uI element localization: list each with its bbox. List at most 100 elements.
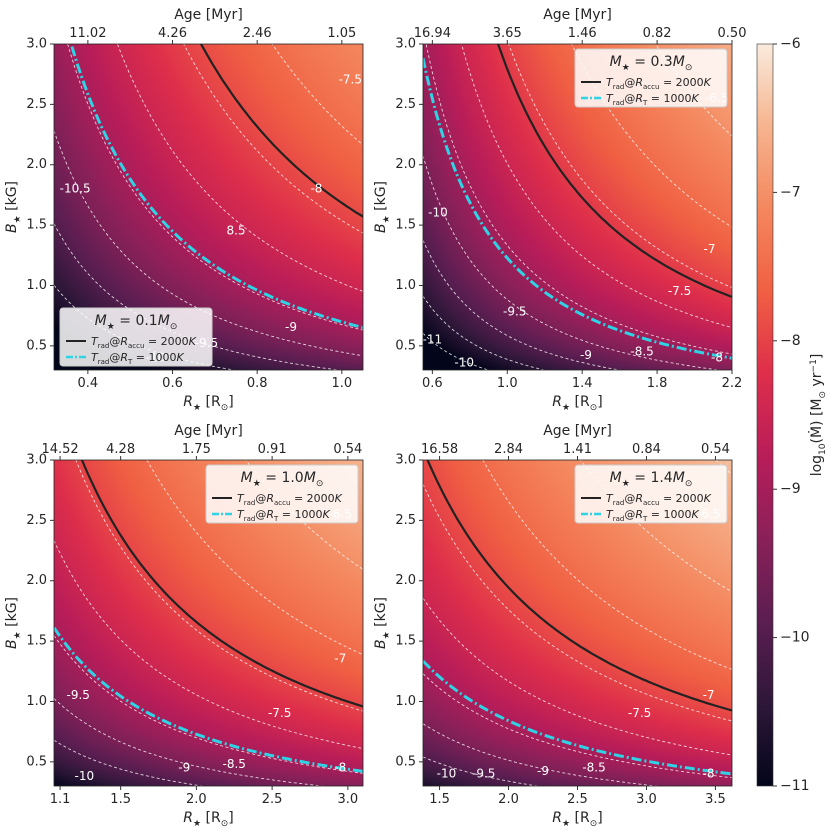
panel-4: -6.5-7-7.5-8-8.5-9-9.5-101.52.02.53.03.5… bbox=[373, 423, 733, 829]
x-axis-label: R★ [R⊙] bbox=[183, 810, 233, 829]
colorbar-tick-label: −8 bbox=[780, 333, 801, 349]
x-tick-label: 3.5 bbox=[705, 792, 726, 807]
plot-lines bbox=[423, 460, 732, 786]
age-tick-label: 16.94 bbox=[414, 26, 451, 41]
age-axis-label: Age [Myr] bbox=[543, 7, 612, 23]
colorbar-tick-label: −11 bbox=[780, 778, 810, 794]
contour-line bbox=[423, 240, 622, 370]
x-tick-label: 1.8 bbox=[647, 376, 668, 391]
contour-label: -10 bbox=[428, 206, 448, 220]
contour-label: -9 bbox=[580, 348, 592, 362]
legend-title: M★ = 1.0M⊙ bbox=[241, 470, 324, 489]
contour-label: -8 bbox=[703, 766, 715, 780]
legend-box bbox=[574, 48, 728, 108]
colorbar-gradient bbox=[756, 43, 774, 787]
contour-line bbox=[423, 723, 661, 786]
x-tick-label: 1.5 bbox=[429, 792, 450, 807]
legend-truncation-label: Trad@RT = 1000K bbox=[606, 508, 700, 523]
y-axis-label: B★ [kG] bbox=[373, 597, 392, 649]
legend-title: M★ = 0.3M⊙ bbox=[610, 54, 693, 73]
colorbar: −6 −7 −8 −9 −10 −11 log10(Ṁ) [M⊙ yr−1] bbox=[756, 36, 828, 794]
contour-label: -7.5 bbox=[668, 284, 691, 298]
contour-label: -9 bbox=[285, 320, 297, 334]
y-tick-label: 2.5 bbox=[26, 513, 47, 528]
accretion-line bbox=[426, 460, 732, 712]
x-tick-label: 3.0 bbox=[338, 792, 359, 807]
x-tick-label: 2.2 bbox=[722, 376, 743, 391]
age-tick-label: 0.54 bbox=[333, 442, 362, 457]
x-tick-label: 2.5 bbox=[262, 792, 283, 807]
colorbar-tick-label: −7 bbox=[780, 184, 801, 200]
contour-label: -7 bbox=[703, 688, 715, 702]
age-tick-label: 1.05 bbox=[327, 26, 356, 41]
y-tick-label: 2.0 bbox=[395, 157, 416, 172]
contour-line bbox=[508, 44, 732, 288]
contour-label: -7.5 bbox=[268, 706, 291, 720]
x-axis-label: R★ [R⊙] bbox=[552, 394, 602, 413]
contour-label: -10.5 bbox=[60, 181, 91, 195]
contour-line bbox=[146, 460, 363, 656]
age-tick-label: 1.46 bbox=[568, 26, 597, 41]
accretion-line bbox=[199, 44, 363, 218]
age-tick-label: 11.02 bbox=[69, 26, 106, 41]
accretion-line bbox=[496, 44, 732, 298]
age-tick-label: 2.84 bbox=[494, 442, 523, 457]
age-tick-label: 16.58 bbox=[421, 442, 458, 457]
contour-label: -8.5 bbox=[223, 757, 246, 771]
contour-label: -9.5 bbox=[472, 766, 495, 780]
contour-label: -11 bbox=[423, 332, 443, 346]
x-tick-label: 0.4 bbox=[78, 376, 99, 391]
contour-line bbox=[54, 698, 327, 786]
legend-box bbox=[205, 464, 359, 524]
x-axis-label: R★ [R⊙] bbox=[552, 810, 602, 829]
contour-line bbox=[54, 540, 363, 750]
contour-label: -8.5 bbox=[630, 344, 653, 358]
y-tick-label: 1.5 bbox=[395, 634, 416, 649]
contour-line bbox=[461, 44, 732, 328]
y-tick-label: 1.0 bbox=[26, 278, 47, 293]
contour-label: -9 bbox=[537, 764, 549, 778]
contour-label: 8.5 bbox=[226, 224, 245, 238]
y-tick-label: 0.5 bbox=[395, 338, 416, 353]
contour-line bbox=[75, 460, 363, 712]
contour-label: -10 bbox=[437, 766, 457, 780]
plot-frame bbox=[53, 43, 364, 371]
x-tick-label: 1.0 bbox=[497, 376, 518, 391]
colorbar-tick-label: −9 bbox=[780, 481, 801, 497]
contour-line bbox=[54, 223, 343, 370]
age-axis-label: Age [Myr] bbox=[174, 7, 243, 23]
contour-line bbox=[423, 332, 490, 370]
y-tick-label: 1.5 bbox=[26, 218, 47, 233]
x-tick-label: 1.0 bbox=[331, 376, 352, 391]
contour-line bbox=[482, 460, 732, 670]
contour-line bbox=[67, 44, 363, 331]
legend-truncation-label: Trad@RT = 1000K bbox=[237, 508, 331, 523]
legend-truncation-label: Trad@RT = 1000K bbox=[91, 351, 185, 366]
age-tick-label: 0.82 bbox=[643, 26, 672, 41]
y-tick-label: 3.0 bbox=[26, 453, 47, 468]
contour-label: -10 bbox=[454, 355, 474, 369]
age-tick-label: 0.84 bbox=[632, 442, 661, 457]
x-tick-label: 3.0 bbox=[636, 792, 657, 807]
y-axis-label: B★ [kG] bbox=[373, 181, 392, 233]
age-tick-label: 14.52 bbox=[41, 442, 78, 457]
plot-lines bbox=[54, 460, 363, 786]
age-tick-label: 0.50 bbox=[718, 26, 747, 41]
y-axis-label: B★ [kG] bbox=[4, 181, 23, 233]
age-axis-label: Age [Myr] bbox=[174, 423, 243, 439]
y-tick-label: 2.5 bbox=[395, 513, 416, 528]
y-tick-label: 3.0 bbox=[395, 37, 416, 52]
truncation-line bbox=[69, 44, 363, 330]
x-tick-label: 0.6 bbox=[162, 376, 183, 391]
contour-label: -10 bbox=[74, 769, 94, 783]
age-tick-label: 1.75 bbox=[182, 442, 211, 457]
age-tick-label: 3.65 bbox=[493, 26, 522, 41]
y-tick-label: 1.0 bbox=[395, 278, 416, 293]
panel-2: -6.5-7-7.5-8-8.5-9-9.5-10-10-110.61.01.4… bbox=[373, 7, 747, 413]
contour-line bbox=[183, 44, 363, 234]
x-tick-label: 2.0 bbox=[498, 792, 519, 807]
